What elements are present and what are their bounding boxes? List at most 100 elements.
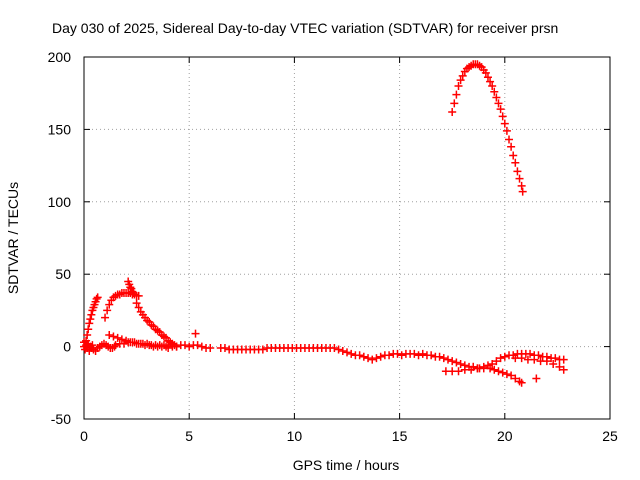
y-tick-label: 150 — [48, 121, 72, 137]
y-axis-label: SDTVAR / TECUs — [5, 182, 21, 294]
data-point — [511, 158, 520, 167]
data-point — [530, 355, 539, 364]
data-point — [172, 342, 181, 351]
plot-frame — [83, 56, 611, 420]
data-point — [82, 336, 91, 345]
data-point — [492, 93, 501, 102]
data-point — [498, 112, 507, 121]
data-point — [517, 354, 526, 363]
data-point — [410, 349, 419, 358]
data-point — [507, 142, 516, 151]
data-point — [372, 354, 381, 363]
data-point — [559, 365, 568, 374]
data-point — [197, 342, 206, 351]
data-point — [500, 352, 509, 361]
data-point — [206, 344, 215, 353]
data-point — [502, 370, 511, 379]
data-point — [439, 354, 448, 363]
data-point — [193, 341, 202, 350]
data-point — [481, 68, 490, 77]
data-point — [448, 357, 457, 366]
data-point — [80, 342, 88, 351]
data-point — [542, 357, 551, 366]
data-point — [105, 331, 114, 340]
data-point — [452, 90, 461, 99]
data-point — [509, 151, 518, 160]
data-point — [355, 351, 364, 360]
data-point — [113, 333, 122, 342]
data-point — [517, 378, 526, 387]
data-point — [513, 167, 522, 176]
data-point — [191, 329, 200, 338]
data-point — [126, 283, 135, 292]
data-point — [334, 345, 343, 354]
data-point — [397, 351, 406, 360]
data-point — [494, 367, 503, 376]
data-point — [87, 310, 96, 319]
data-point — [258, 345, 267, 354]
data-point — [132, 299, 141, 308]
grid-layer — [84, 57, 610, 419]
data-point — [343, 348, 351, 357]
data-point — [376, 352, 385, 361]
data-point — [88, 341, 97, 350]
data-point — [492, 357, 501, 366]
data-point — [559, 355, 568, 364]
data-point — [532, 374, 541, 383]
data-point — [454, 367, 463, 376]
data-point — [479, 362, 488, 371]
data-point — [128, 287, 137, 296]
data-point — [488, 359, 497, 368]
data-point — [517, 181, 526, 190]
data-point — [427, 351, 436, 360]
data-point — [456, 76, 465, 85]
data-point — [134, 303, 143, 312]
y-tick-label: 50 — [55, 266, 71, 282]
data-point — [145, 341, 154, 350]
data-point — [551, 354, 560, 363]
data-point — [549, 359, 558, 368]
data-point — [180, 341, 189, 350]
data-point — [119, 339, 128, 348]
y-tick-label: -50 — [51, 411, 71, 427]
data-point — [128, 338, 137, 347]
data-point — [496, 105, 505, 114]
data-point — [418, 349, 427, 358]
data-point — [83, 331, 92, 340]
chart-title: Day 030 of 2025, Sidereal Day-to-day VTE… — [52, 20, 558, 36]
data-point — [515, 174, 524, 183]
data-point — [85, 319, 94, 328]
data-point — [448, 108, 457, 117]
data-point — [454, 81, 463, 90]
x-tick-label: 10 — [287, 428, 303, 444]
data-point — [134, 291, 143, 300]
data-point — [129, 289, 138, 298]
data-point — [338, 346, 347, 355]
data-point — [368, 355, 377, 364]
data-point — [103, 306, 112, 315]
data-point — [92, 294, 101, 303]
data-point — [511, 374, 520, 383]
data-point — [483, 73, 492, 82]
data-point — [84, 325, 93, 334]
data-point — [450, 99, 459, 108]
data-point — [105, 300, 114, 309]
data-point — [443, 355, 452, 364]
data-point — [86, 315, 95, 324]
data-point — [500, 119, 509, 128]
data-point — [347, 349, 356, 358]
data-point — [136, 339, 145, 348]
data-point — [393, 349, 402, 358]
data-point — [486, 77, 495, 86]
data-point — [507, 371, 516, 380]
y-tick-label: 100 — [48, 194, 72, 210]
data-point — [505, 135, 514, 144]
data-point — [494, 99, 503, 108]
data-point — [496, 354, 505, 363]
data-point — [469, 362, 478, 371]
data-point — [220, 344, 229, 353]
data-point — [458, 71, 467, 80]
data-point — [526, 349, 535, 358]
